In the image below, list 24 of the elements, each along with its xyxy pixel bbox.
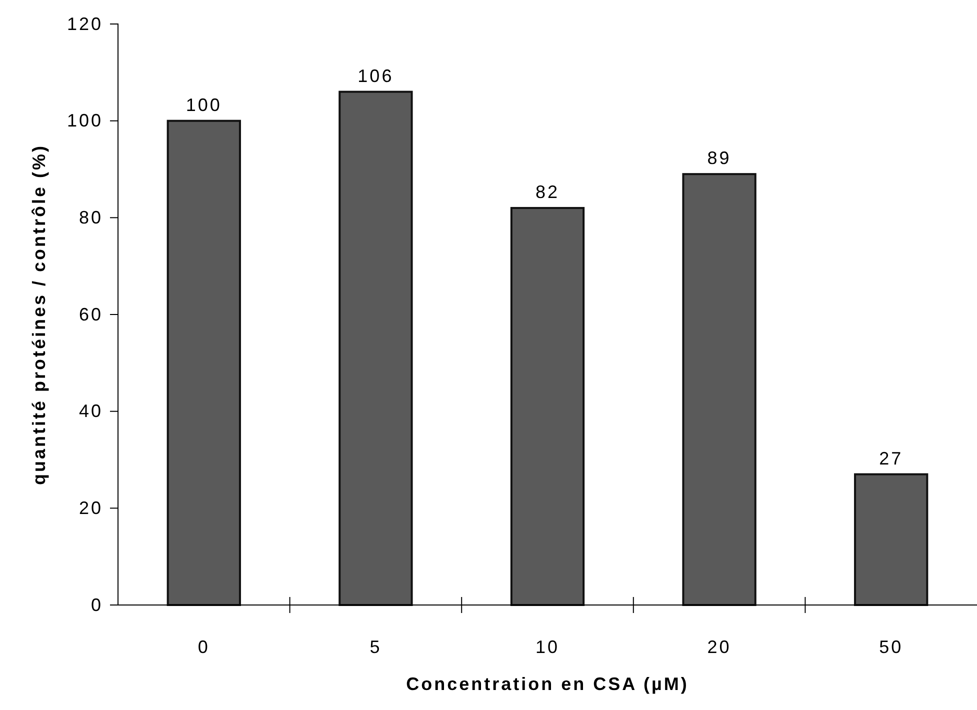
y-tick-label: 80 [78,207,103,228]
bar [166,120,241,606]
y-tick-label: 100 [66,110,103,131]
y-tick-label: 40 [78,401,103,422]
bar [682,173,756,606]
bar [510,206,585,606]
data-label: 27 [879,448,904,468]
x-tick-label: 5 [370,637,382,657]
y-tick-label: 60 [78,304,103,324]
y-tick-label: 20 [78,498,103,518]
x-tick-label: 0 [198,637,210,657]
data-label: 100 [186,94,222,115]
data-label: 106 [358,66,394,86]
x-tick-label: 10 [535,637,560,657]
y-tick-label: 0 [90,594,103,615]
y-tick-label: 120 [66,14,103,34]
x-tick-label: 50 [879,637,904,657]
y-axis-title: quantité protéines / contrôle (%) [29,144,49,486]
bar [338,90,413,606]
x-tick-label: 20 [707,637,732,657]
x-axis-title: Concentration en CSA (µM) [406,674,689,694]
data-label: 82 [535,182,560,202]
data-label: 89 [707,148,732,168]
bar [854,473,928,606]
